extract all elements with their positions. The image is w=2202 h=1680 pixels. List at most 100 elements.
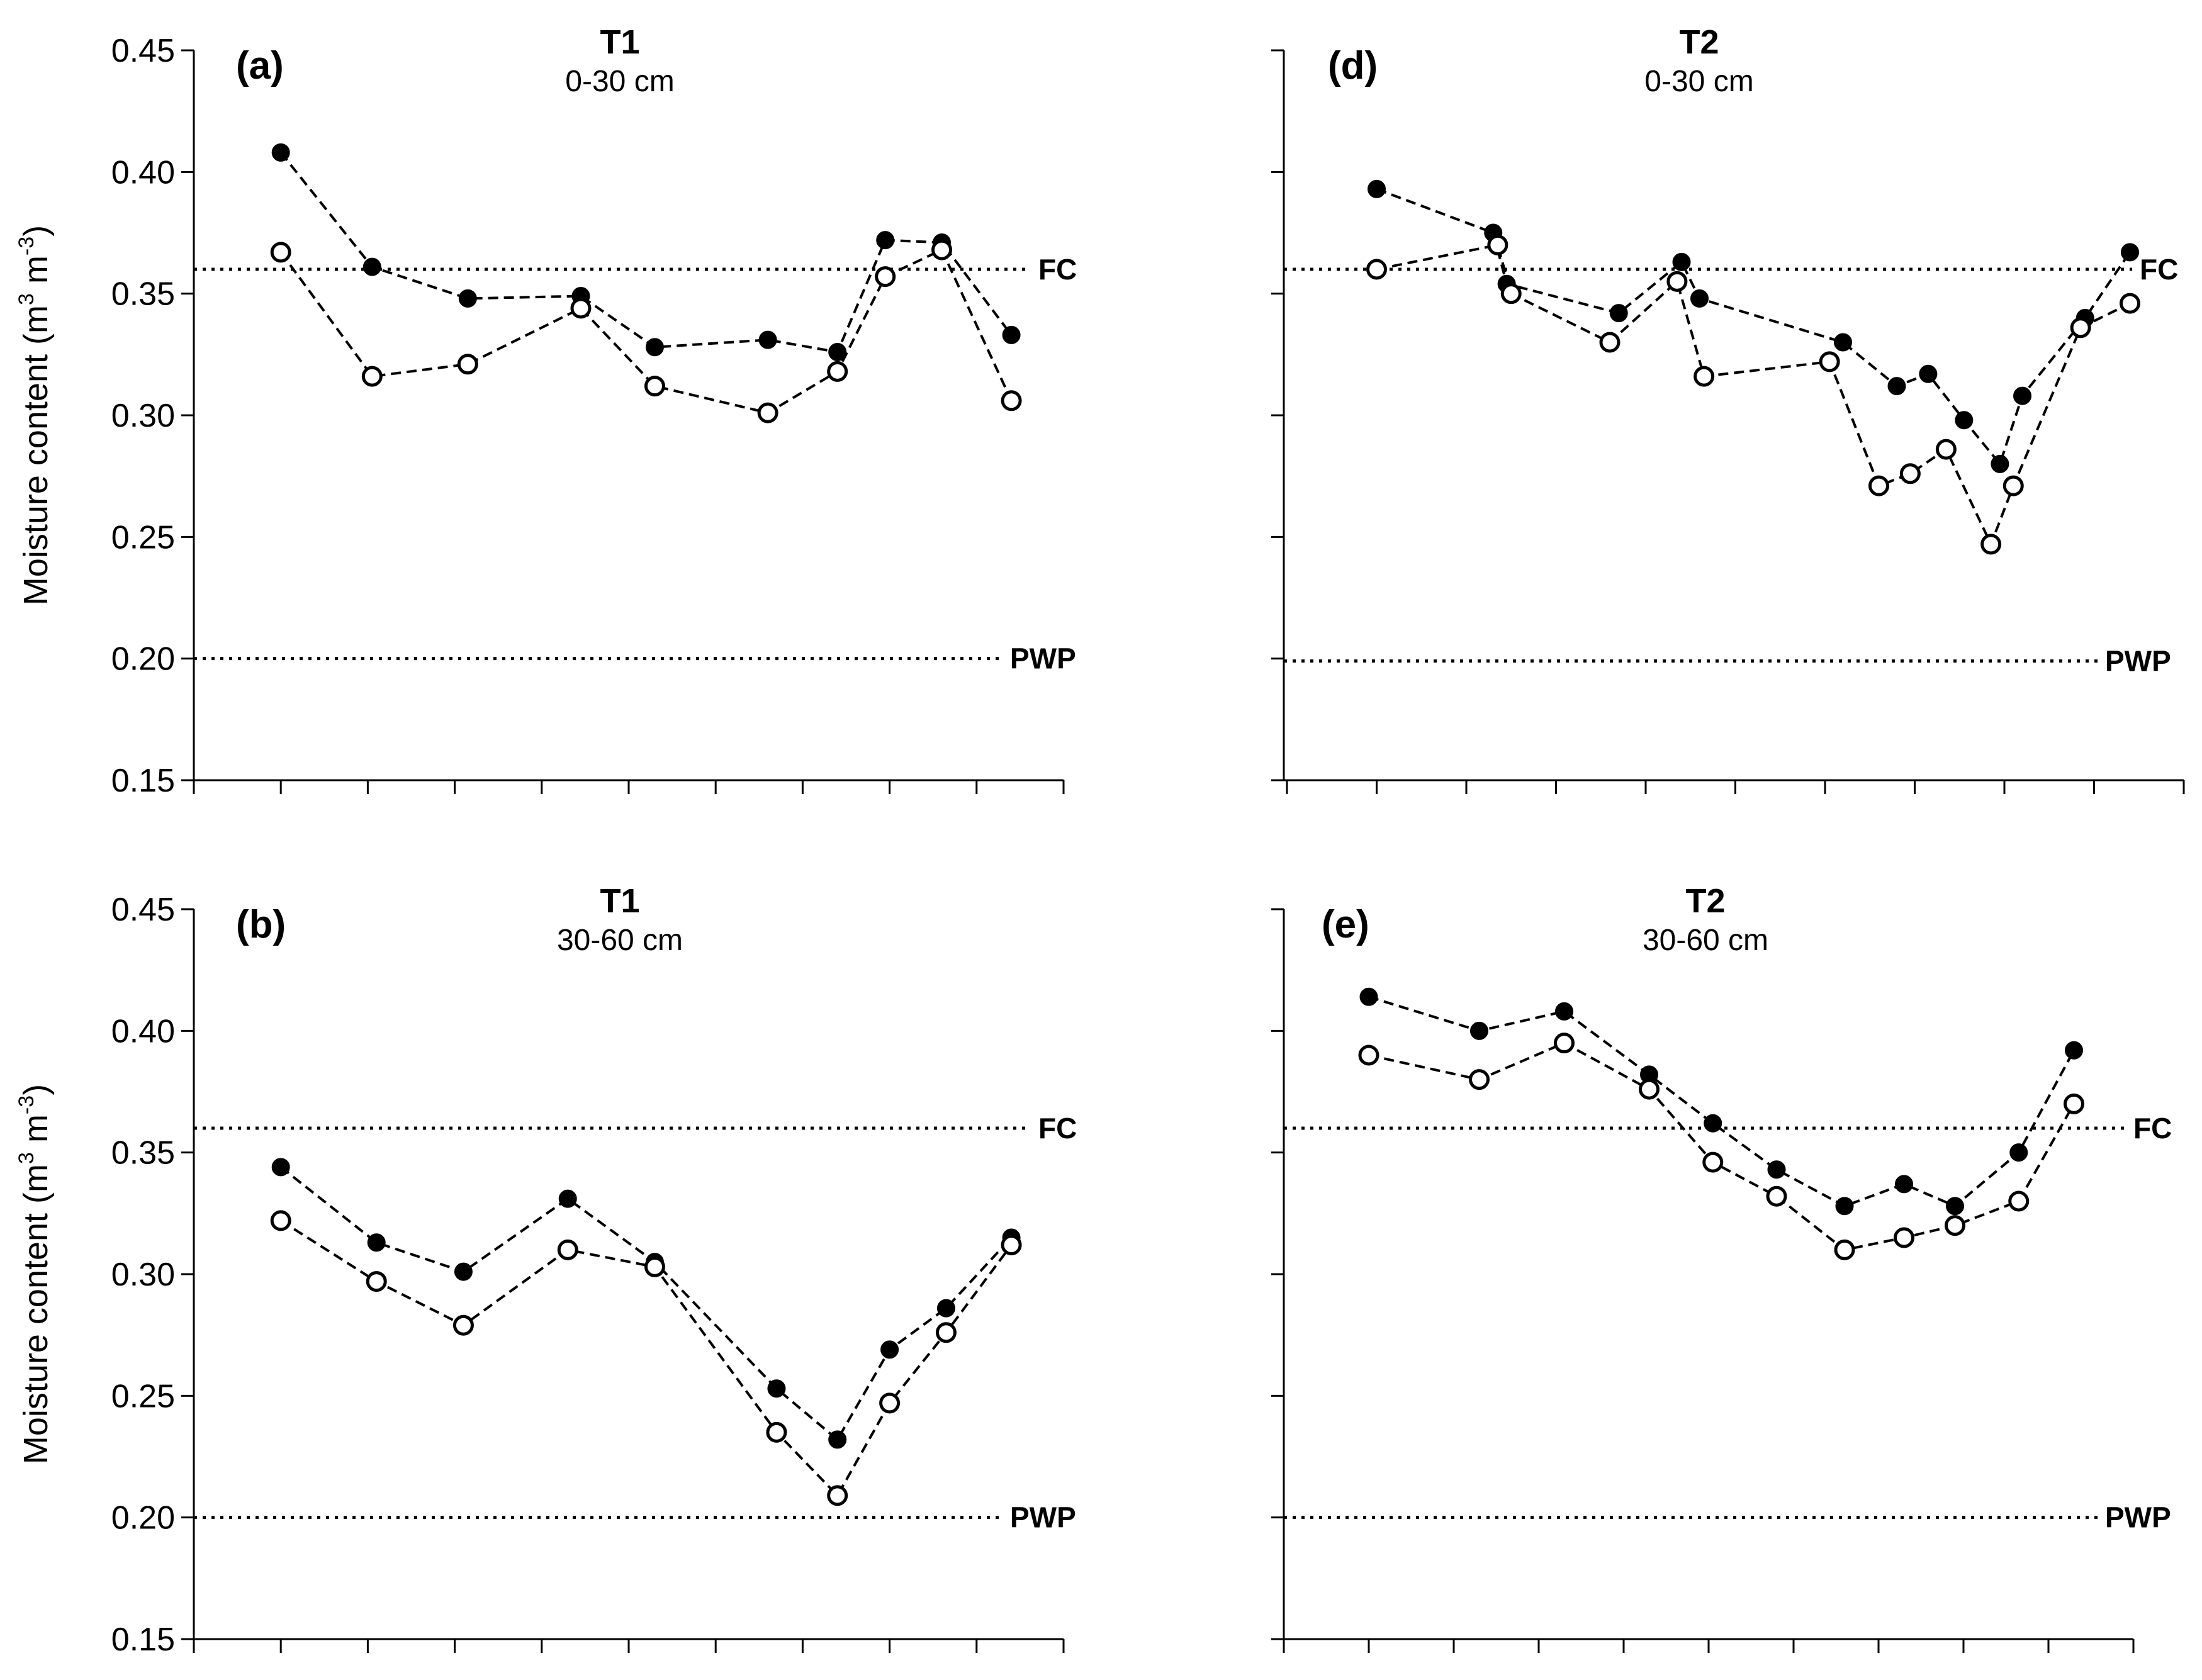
data-point-open bbox=[1487, 234, 1508, 255]
panel-subtitle: 30-60 cm bbox=[557, 924, 683, 957]
data-point-open bbox=[1766, 1185, 1787, 1207]
panel-title: T2 bbox=[1685, 882, 1725, 920]
data-point-filled bbox=[758, 330, 777, 349]
ref-label-fc: FC bbox=[2140, 253, 2178, 286]
data-point-filled bbox=[876, 231, 895, 250]
data-point-open bbox=[1694, 366, 1715, 387]
data-point-filled bbox=[1835, 1197, 1854, 1216]
data-point-open bbox=[452, 1314, 474, 1336]
data-point-open bbox=[1945, 1215, 1965, 1236]
data-point-filled bbox=[1834, 333, 1852, 352]
data-point-open bbox=[875, 266, 896, 288]
ref-label-pwp: PWP bbox=[2105, 645, 2171, 678]
data-point-open bbox=[827, 1485, 848, 1506]
data-point-filled bbox=[367, 1233, 386, 1252]
data-point-open bbox=[2070, 317, 2091, 339]
data-point-filled bbox=[1368, 179, 1386, 198]
data-point-open bbox=[1469, 1069, 1490, 1090]
panel-e: (e) T2 30-60 cm FC PWP bbox=[1271, 882, 2172, 1653]
data-point-open bbox=[361, 366, 383, 387]
data-point-open bbox=[766, 1421, 787, 1443]
data-point-filled bbox=[2009, 1143, 2028, 1162]
panel-label: (b) bbox=[236, 903, 286, 946]
data-point-open bbox=[457, 354, 478, 375]
ref-label-pwp: PWP bbox=[1010, 1501, 1076, 1534]
data-point-filled bbox=[1991, 454, 2009, 473]
ref-label-fc: FC bbox=[1038, 253, 1077, 286]
y-tick-label: 0.40 bbox=[111, 154, 175, 191]
y-axis-label: Moisture content (m3​ m-3​) bbox=[14, 1084, 55, 1464]
data-point-open bbox=[557, 1239, 578, 1260]
series-line-filled bbox=[1376, 188, 2132, 467]
data-point-filled bbox=[1002, 325, 1021, 344]
data-point-filled bbox=[454, 1262, 473, 1281]
data-point-open bbox=[1001, 390, 1022, 412]
data-point-open bbox=[2064, 1093, 2084, 1114]
ref-label-fc: FC bbox=[1038, 1112, 1077, 1145]
data-point-filled bbox=[1895, 1175, 1913, 1194]
ref-label-pwp: PWP bbox=[2105, 1501, 2171, 1534]
panel-b: 0.15 0.20 0.25 0.30 0.35 0.40 0.45 Moisture con… bbox=[14, 882, 1077, 1658]
data-point-filled bbox=[1690, 289, 1709, 308]
data-point-open bbox=[644, 1256, 665, 1277]
data-point-filled bbox=[271, 1158, 290, 1177]
data-point-open bbox=[827, 361, 848, 382]
data-point-filled bbox=[362, 257, 381, 276]
y-tick-label: 0.35 bbox=[111, 276, 175, 313]
panel-a: 0.15 0.20 0.25 0.30 0.35 0.40 0.45 Moisture con… bbox=[14, 23, 1077, 799]
data-point-open bbox=[1554, 1033, 1575, 1054]
panel-label: (a) bbox=[236, 44, 284, 87]
y-tick-label: 0.40 bbox=[111, 1013, 175, 1050]
data-point-filled bbox=[458, 289, 477, 308]
ref-label-fc: FC bbox=[2133, 1112, 2172, 1145]
data-point-open bbox=[570, 298, 592, 319]
series-line-filled bbox=[279, 1166, 1013, 1442]
panel-title: T1 bbox=[600, 23, 639, 61]
data-point-open bbox=[1666, 271, 1688, 292]
data-point-filled bbox=[1955, 411, 1974, 430]
panel-subtitle: 30-60 cm bbox=[1643, 924, 1768, 957]
data-point-filled bbox=[1887, 377, 1906, 396]
y-tick-label: 0.45 bbox=[111, 33, 175, 69]
y-tick-label: 0.35 bbox=[111, 1135, 175, 1172]
data-point-open bbox=[1894, 1227, 1914, 1248]
panel-label: (d) bbox=[1328, 44, 1378, 87]
ref-label-pwp: PWP bbox=[1010, 642, 1076, 675]
data-point-filled bbox=[880, 1340, 899, 1359]
data-point-open bbox=[1001, 1235, 1022, 1256]
data-point-filled bbox=[2013, 386, 2031, 405]
panel-subtitle: 0-30 cm bbox=[1644, 65, 1753, 98]
data-point-open bbox=[2003, 475, 2024, 496]
data-point-filled bbox=[1470, 1021, 1488, 1040]
y-tick-label: 0.15 bbox=[111, 763, 175, 799]
data-point-filled bbox=[558, 1189, 577, 1208]
panel-title: T1 bbox=[600, 882, 639, 920]
data-point-filled bbox=[1359, 987, 1378, 1006]
data-point-filled bbox=[271, 143, 290, 162]
y-tick-label: 0.20 bbox=[111, 641, 175, 678]
panel-title: T2 bbox=[1679, 23, 1719, 61]
data-point-open bbox=[2120, 293, 2140, 314]
series-line-open bbox=[280, 1219, 1013, 1498]
data-point-open bbox=[1639, 1078, 1660, 1100]
data-point-open bbox=[757, 402, 778, 423]
data-point-open bbox=[366, 1271, 387, 1292]
series-line-open bbox=[279, 248, 1013, 415]
data-point-open bbox=[1358, 1044, 1379, 1066]
data-point-filled bbox=[936, 1299, 955, 1318]
data-point-filled bbox=[1919, 364, 1938, 383]
data-point-open bbox=[1702, 1151, 1724, 1173]
data-point-open bbox=[1899, 463, 1921, 484]
data-point-open bbox=[1980, 534, 2002, 555]
y-axis-label: Moisture content (m3​ m-3​) bbox=[14, 225, 55, 605]
data-point-open bbox=[270, 1210, 291, 1231]
series-line-filled bbox=[279, 152, 1013, 354]
data-point-open bbox=[1599, 332, 1621, 353]
data-point-filled bbox=[1704, 1114, 1722, 1133]
data-point-open bbox=[935, 1322, 957, 1343]
series-line-filled bbox=[1368, 995, 2076, 1208]
data-point-open bbox=[931, 239, 953, 260]
data-point-open bbox=[1500, 283, 1522, 305]
data-point-filled bbox=[828, 1430, 847, 1449]
